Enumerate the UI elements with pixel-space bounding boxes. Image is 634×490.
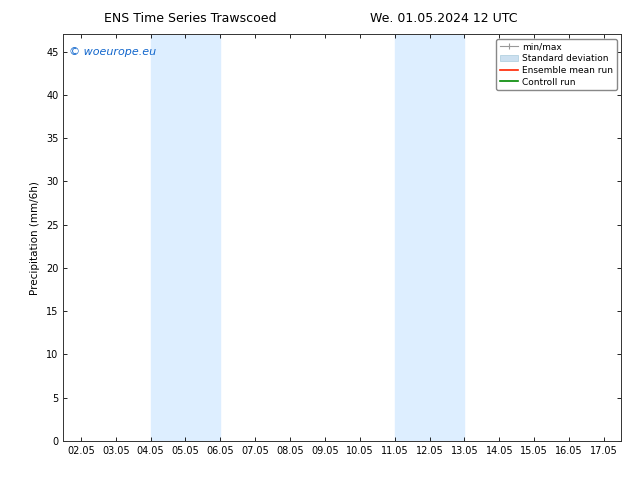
Legend: min/max, Standard deviation, Ensemble mean run, Controll run: min/max, Standard deviation, Ensemble me…: [496, 39, 617, 90]
Bar: [394, 34, 464, 441]
Text: © woeurope.eu: © woeurope.eu: [69, 47, 156, 56]
Y-axis label: Precipitation (mm/6h): Precipitation (mm/6h): [30, 181, 41, 294]
Text: We. 01.05.2024 12 UTC: We. 01.05.2024 12 UTC: [370, 12, 517, 25]
Bar: [150, 34, 221, 441]
Text: ENS Time Series Trawscoed: ENS Time Series Trawscoed: [104, 12, 276, 25]
